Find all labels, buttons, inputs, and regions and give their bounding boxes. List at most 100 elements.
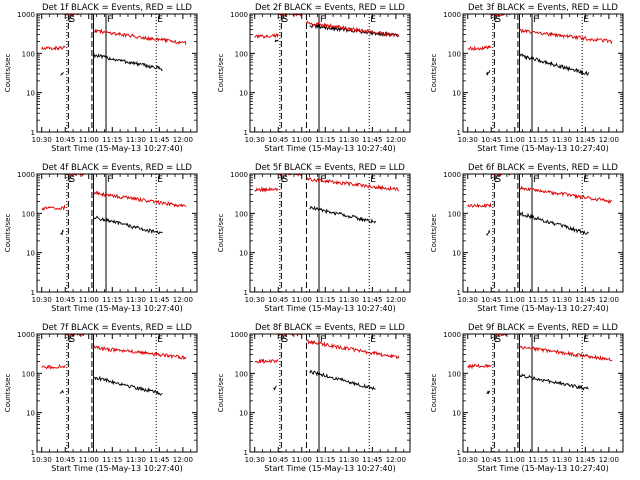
x-tick-label: 11:30: [126, 456, 146, 464]
y-tick-label: 1: [457, 289, 461, 297]
marker-label-f: F: [533, 175, 538, 185]
plot-frame: [36, 13, 198, 133]
x-tick-label: 10:30: [32, 136, 52, 144]
x-tick-label: 10:30: [32, 456, 52, 464]
chart-title: Det 5f BLACK = Events, RED = LLD: [255, 163, 405, 173]
x-tick-label: 11:00: [505, 296, 525, 304]
lld-series-line: [306, 177, 400, 192]
x-tick-label: 11:15: [528, 456, 548, 464]
events-series-line: [309, 205, 376, 224]
x-tick-label: 11:45: [575, 296, 595, 304]
x-tick-label: 10:45: [55, 456, 75, 464]
x-axis-label: Start Time (15-May-13 10:27:40): [477, 464, 608, 473]
chart-title: Det 7f BLACK = Events, RED = LLD: [42, 323, 192, 333]
y-axis-label: Counts/sec: [430, 54, 438, 93]
y-tick-label: 100: [22, 50, 35, 58]
lld-series-line: [519, 345, 613, 362]
marker-label-s: S: [495, 335, 501, 345]
plot-frame: [36, 173, 198, 293]
x-tick-label: 10:45: [268, 456, 288, 464]
marker-label-e: E: [157, 335, 163, 345]
marker-label-s: S: [69, 15, 75, 25]
events-series-line: [60, 229, 64, 236]
x-tick-label: 11:45: [362, 296, 382, 304]
x-tick-label: 11:00: [79, 136, 99, 144]
y-axis-label: Counts/sec: [4, 214, 12, 253]
y-tick-label: 100: [22, 370, 35, 378]
x-tick-label: 12:00: [386, 136, 406, 144]
x-tick-label: 11:30: [126, 136, 146, 144]
events-series-line: [519, 211, 589, 236]
x-tick-label: 11:45: [575, 136, 595, 144]
events-series-line: [486, 70, 491, 77]
y-axis-label: Counts/sec: [217, 374, 225, 413]
chart-panel-8: Det 8f BLACK = Events, RED = LLD Counts/s…: [217, 323, 411, 473]
y-tick-label: 1: [244, 129, 248, 137]
x-tick-label: 10:30: [245, 136, 265, 144]
y-axis-label: Counts/sec: [217, 54, 225, 93]
marker-label-f: F: [533, 15, 538, 25]
lld-series-line: [306, 339, 400, 360]
x-tick-label: 10:45: [268, 136, 288, 144]
events-series-line: [519, 53, 589, 76]
x-tick-label: 11:15: [102, 136, 122, 144]
marker-label-e: E: [68, 335, 74, 345]
y-tick-label: 1000: [230, 171, 248, 179]
y-tick-label: 1000: [17, 11, 35, 19]
plot-frame: [36, 333, 198, 453]
x-axis-label: Start Time (15-May-13 10:27:40): [264, 144, 395, 153]
chart-title: Det 3f BLACK = Events, RED = LLD: [468, 3, 618, 13]
lld-series-line: [41, 45, 66, 51]
events-series-line: [93, 375, 163, 396]
x-axis-label: Start Time (15-May-13 10:27:40): [477, 304, 608, 313]
x-tick-label: 11:15: [102, 456, 122, 464]
x-tick-label: 11:15: [528, 296, 548, 304]
x-tick-label: 11:30: [126, 296, 146, 304]
x-tick-label: 11:45: [575, 456, 595, 464]
x-tick-label: 10:30: [245, 456, 265, 464]
y-tick-label: 10: [452, 250, 461, 258]
x-tick-label: 12:00: [599, 136, 619, 144]
chart-panel-6: Det 6f BLACK = Events, RED = LLD Counts/s…: [430, 163, 624, 313]
x-tick-label: 10:45: [55, 296, 75, 304]
lld-series-line: [467, 202, 492, 209]
plot-frame: [249, 173, 411, 293]
marker-label-f: F: [107, 175, 112, 185]
x-tick-label: 11:15: [315, 136, 335, 144]
x-tick-label: 11:30: [339, 136, 359, 144]
events-series-line: [273, 385, 277, 391]
y-tick-label: 1000: [443, 11, 461, 19]
chart-title: Det 4f BLACK = Events, RED = LLD: [42, 163, 192, 173]
x-tick-label: 11:45: [362, 136, 382, 144]
y-tick-label: 10: [239, 250, 248, 258]
y-tick-label: 1: [244, 449, 248, 457]
x-tick-label: 11:00: [79, 296, 99, 304]
x-tick-label: 11:00: [505, 456, 525, 464]
events-series-line: [486, 229, 491, 237]
x-tick-label: 11:30: [339, 296, 359, 304]
plot-frame: [462, 173, 624, 293]
x-tick-label: 11:15: [102, 296, 122, 304]
marker-label-e: E: [494, 175, 500, 185]
marker-label-s: S: [69, 335, 75, 345]
marker-label-e: E: [583, 175, 589, 185]
lld-series-line: [93, 28, 187, 46]
y-tick-label: 1000: [17, 171, 35, 179]
y-axis-label: Counts/sec: [4, 374, 12, 413]
plot-frame: [249, 333, 411, 453]
lld-series-line: [306, 19, 400, 38]
marker-label-e: E: [370, 335, 376, 345]
chart-panel-7: Det 7f BLACK = Events, RED = LLD Counts/s…: [4, 323, 198, 473]
x-tick-label: 10:45: [481, 136, 501, 144]
marker-label-e: E: [68, 175, 74, 185]
x-tick-label: 12:00: [386, 296, 406, 304]
marker-label-e: E: [494, 335, 500, 345]
x-tick-label: 10:30: [245, 296, 265, 304]
marker-label-s: S: [69, 175, 75, 185]
x-axis-label: Start Time (15-May-13 10:27:40): [51, 304, 182, 313]
marker-label-e: E: [157, 15, 163, 25]
lld-series-line: [93, 345, 187, 361]
chart-title: Det 1f BLACK = Events, RED = LLD: [42, 3, 192, 13]
x-axis-label: Start Time (15-May-13 10:27:40): [477, 144, 608, 153]
